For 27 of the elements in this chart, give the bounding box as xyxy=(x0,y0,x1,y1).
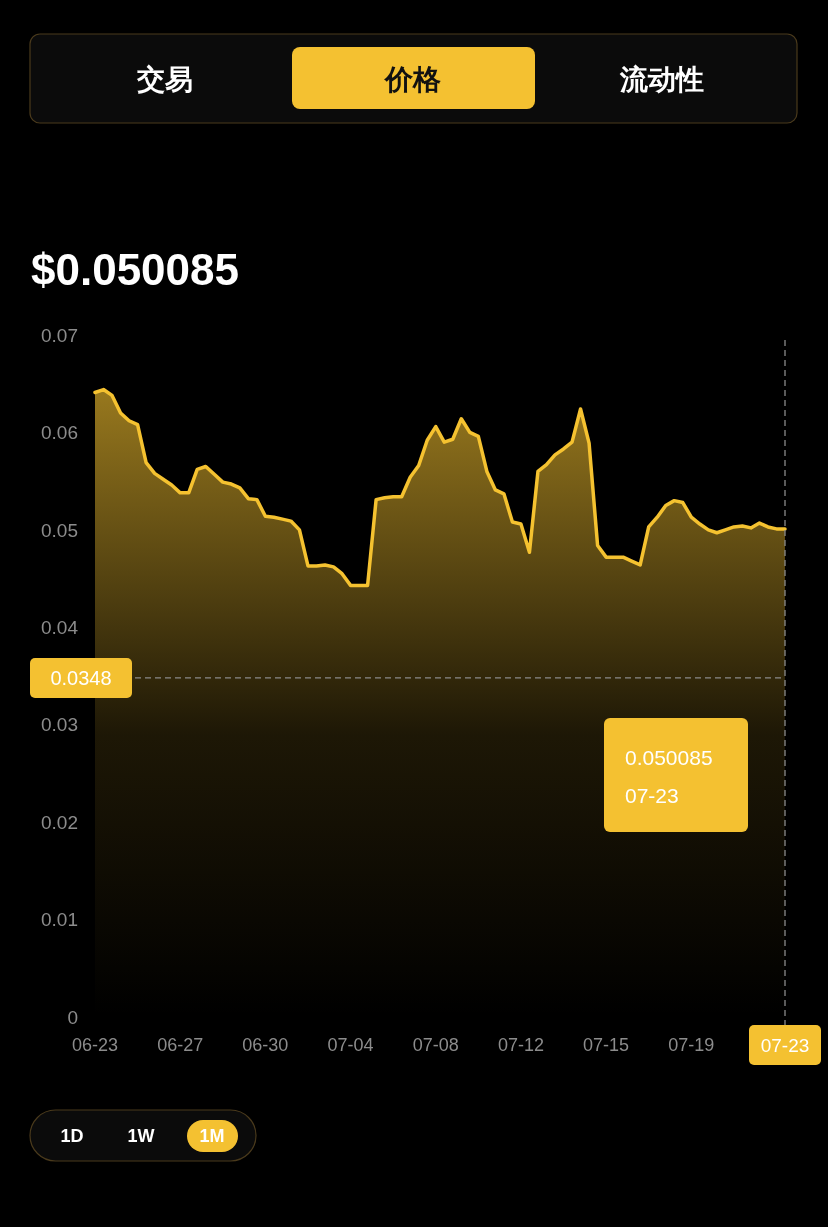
text: 1W xyxy=(127,1126,155,1147)
y-tick-label: 0.04 xyxy=(41,616,79,638)
annotation: 07-23 xyxy=(625,784,679,808)
x-tick-label: 07-12 xyxy=(497,1035,544,1056)
text: 价格 xyxy=(384,64,441,95)
y-tick-label: 0.05 xyxy=(41,519,78,541)
x-tick-label: 07-08 xyxy=(412,1035,459,1056)
x-tick-label: 07-15 xyxy=(583,1035,630,1056)
y-tick-label: 0.06 xyxy=(41,422,78,444)
y-tick-label: 0.03 xyxy=(41,714,78,736)
x-tick-label: 06-27 xyxy=(157,1035,204,1056)
y-tick-label: 0.07 xyxy=(41,324,78,346)
text: 1M xyxy=(199,1126,225,1147)
chart-title: $0.050085 xyxy=(31,245,239,294)
y-tick-label: 0.01 xyxy=(41,909,78,931)
text: 交易 xyxy=(136,64,193,95)
y-tick-label: 0 xyxy=(67,1006,78,1028)
x-tick-label: 07-04 xyxy=(327,1035,374,1056)
x-tick-label: 07-19 xyxy=(668,1035,715,1056)
annotation: 0.050085 xyxy=(625,746,713,770)
x-tick-label: 06-23 xyxy=(71,1035,119,1056)
ref-line-label: 0.0348 xyxy=(50,666,112,689)
text: 1D xyxy=(60,1126,84,1147)
x-tick-label: 07-23 xyxy=(760,1034,810,1056)
text: 流动性 xyxy=(619,64,704,95)
y-tick-label: 0.02 xyxy=(41,811,78,833)
x-tick-label: 06-30 xyxy=(242,1035,289,1056)
